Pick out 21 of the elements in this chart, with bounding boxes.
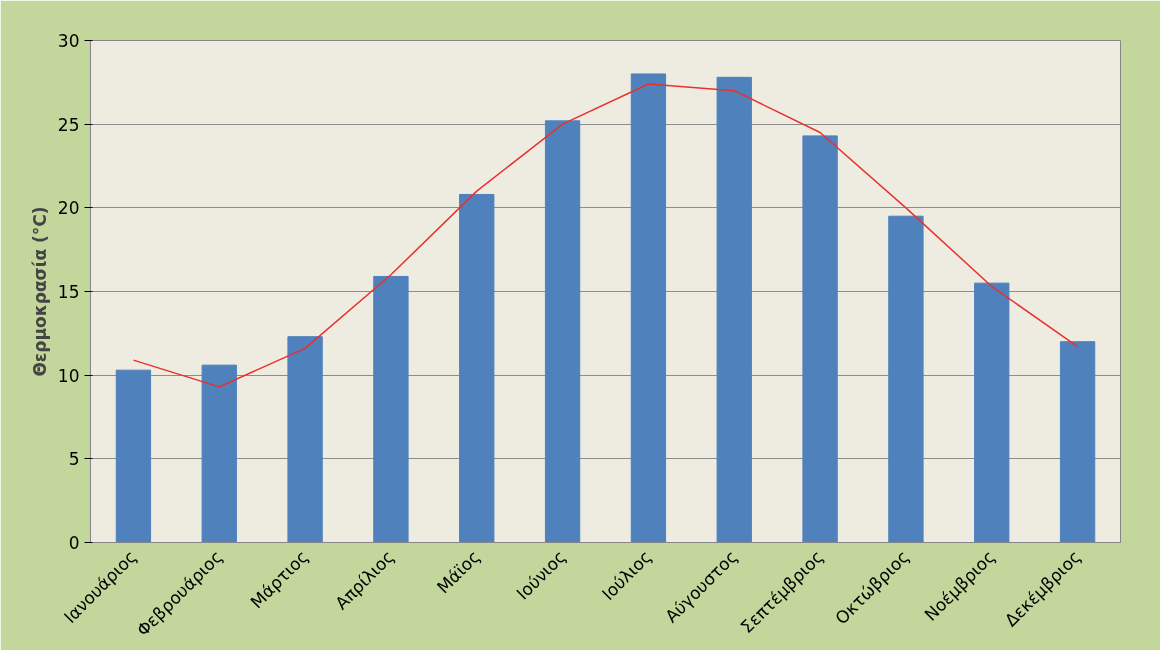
bar <box>544 120 581 543</box>
y-tick-label: 10 <box>57 365 80 386</box>
bar <box>630 73 667 543</box>
bar <box>459 193 495 543</box>
bar <box>373 275 409 543</box>
y-tick-label: 0 <box>68 533 80 553</box>
bar <box>115 369 152 543</box>
y-axis-title: Θερμοκρασία (°C) <box>29 206 50 377</box>
bar <box>888 215 924 543</box>
y-tick-label: 15 <box>57 282 80 302</box>
line-series <box>132 83 1079 388</box>
bar <box>287 336 323 543</box>
bar <box>716 76 752 543</box>
y-tick-label: 25 <box>57 114 80 135</box>
y-tick-label: 5 <box>68 449 80 470</box>
bar <box>201 364 237 543</box>
bar <box>974 282 1010 543</box>
y-tick-label: 30 <box>57 31 80 51</box>
bar <box>1059 341 1096 543</box>
bar <box>802 135 838 543</box>
y-tick-label: 20 <box>57 198 80 219</box>
